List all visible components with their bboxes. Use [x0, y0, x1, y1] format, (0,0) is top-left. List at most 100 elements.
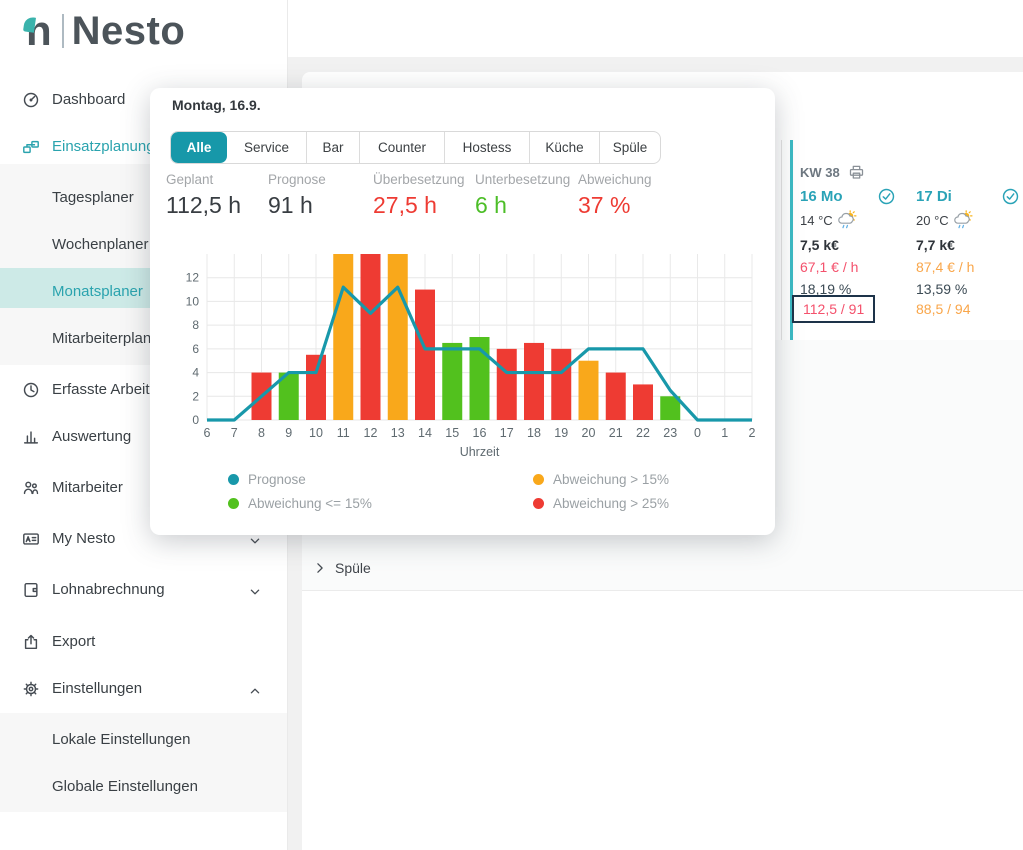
logo-text: Nesto [71, 9, 186, 53]
check-circle-icon[interactable] [878, 188, 895, 205]
people-icon [22, 479, 40, 497]
sidebar-item-auswertung[interactable]: Auswertung [0, 425, 287, 451]
svg-text:9: 9 [285, 426, 292, 440]
sidebar-item-label: Lokale Einstellungen [52, 731, 191, 748]
sidebar-item-export[interactable]: Export [0, 630, 287, 656]
day-detail-popup: Montag, 16.9. Alle Service Bar Counter Hoste… [150, 88, 775, 535]
stat-prognose: Prognose 91 h [268, 172, 326, 219]
sidebar-item-my-nesto[interactable]: My Nesto [0, 527, 287, 553]
tab-counter[interactable]: Counter [359, 132, 444, 163]
legend-dot [533, 498, 544, 509]
day-header[interactable]: 17 Di [916, 188, 952, 205]
legend-gt15: Abweichung > 15% [533, 472, 669, 487]
popup-title: Montag, 16.9. [172, 97, 261, 113]
svg-text:2: 2 [749, 426, 756, 440]
sidebar-item-label: Mitarbeiter [52, 479, 123, 496]
weather-icon [836, 210, 858, 230]
weather-icon [952, 210, 974, 230]
day-weather: 20 °C [916, 210, 974, 230]
chevron-down-icon [249, 534, 261, 546]
dashboard-icon [22, 91, 40, 109]
tab-kueche[interactable]: Küche [529, 132, 599, 163]
svg-text:18: 18 [527, 426, 541, 440]
sidebar-item-label: Globale Einstellungen [52, 778, 198, 795]
sidebar-item-label: Erfasste Arbeit [52, 381, 150, 398]
day-hours-selected[interactable]: 112,5 / 91 [792, 295, 876, 323]
stat-unterbesetzung: Unterbesetzung 6 h [475, 172, 570, 219]
svg-text:13: 13 [391, 426, 405, 440]
sidebar-item-label: Export [52, 633, 96, 650]
stat-label: Unterbesetzung [475, 172, 571, 187]
stat-geplant: Geplant 112,5 h [166, 172, 241, 219]
check-circle-icon[interactable] [1002, 188, 1019, 205]
tab-hostess[interactable]: Hostess [444, 132, 529, 163]
sidebar-item-monatsplaner[interactable]: Monatsplaner [0, 280, 287, 306]
svg-text:8: 8 [192, 318, 199, 332]
sidebar-item-wochenplaner[interactable]: Wochenplaner [0, 233, 287, 259]
sidebar-item-label: Dashboard [52, 91, 126, 108]
chevron-right-icon [313, 561, 327, 575]
svg-text:17: 17 [500, 426, 514, 440]
tab-alle[interactable]: Alle [171, 132, 227, 163]
sidebar-item-erfasste-arbeit[interactable]: Erfasste Arbeit [0, 378, 287, 404]
tab-bar[interactable]: Bar [306, 132, 359, 163]
svg-text:2: 2 [192, 389, 199, 403]
svg-text:19: 19 [554, 426, 568, 440]
svg-text:16: 16 [473, 426, 487, 440]
group-row-sple[interactable]: Spüle [302, 548, 1023, 591]
nesto-logo: n Nesto [23, 6, 186, 56]
sidebar-item-label: Mitarbeiterplan [52, 330, 152, 347]
sidebar-item-label: Einstellungen [52, 680, 143, 697]
hours-chart: 0 2 4 6 8 10 12 6 7 8 9 10 11 12 13 14 15 16 17 18 19 20 21 22 2… [172, 246, 772, 461]
document-icon [22, 581, 40, 599]
sidebar-item-label: Auswertung [52, 428, 132, 445]
tab-spuele[interactable]: Spüle [599, 132, 660, 163]
legend-dot [228, 498, 239, 509]
svg-text:21: 21 [609, 426, 623, 440]
stat-value: 27,5 h [373, 192, 437, 218]
legend-gt25: Abweichung > 25% [533, 496, 669, 511]
sidebar-item-dashboard[interactable]: Dashboard [0, 88, 287, 114]
export-icon [22, 633, 40, 651]
svg-text:8: 8 [258, 426, 265, 440]
svg-text:12: 12 [186, 271, 200, 285]
svg-text:Uhrzeit: Uhrzeit [460, 445, 500, 459]
sidebar-item-einsatzplanung[interactable]: Einsatzplanung [0, 135, 287, 161]
sidebar-item-tagesplaner[interactable]: Tagesplaner [0, 186, 287, 212]
svg-text:0: 0 [192, 413, 199, 427]
temperature-value: 20 °C [916, 212, 949, 228]
sidebar-item-label: Einsatzplanung [52, 138, 155, 155]
stat-value: 6 h [475, 192, 507, 218]
stat-abweichung: Abweichung 37 % [578, 172, 652, 219]
stat-label: Geplant [166, 172, 214, 187]
sidebar-item-mitarbeiterplan[interactable]: Mitarbeiterplan [0, 327, 287, 353]
svg-text:10: 10 [186, 294, 200, 308]
legend-dot [533, 474, 544, 485]
sidebar-item-mitarbeiter[interactable]: Mitarbeiter [0, 476, 287, 502]
tab-service[interactable]: Service [243, 140, 289, 155]
group-row-label: Spüle [335, 560, 371, 576]
stat-value: 112,5 h [166, 192, 242, 218]
sidebar-item-lokale-einstellungen[interactable]: Lokale Einstellungen [0, 728, 287, 754]
svg-text:20: 20 [582, 426, 596, 440]
legend-label: Abweichung > 25% [553, 496, 669, 511]
svg-text:0: 0 [694, 426, 701, 440]
print-icon[interactable] [848, 164, 865, 180]
sidebar-item-lohnabrechnung[interactable]: Lohnabrechnung [0, 578, 287, 604]
day-percent: 13,59 % [916, 281, 968, 297]
svg-text:6: 6 [192, 342, 199, 356]
legend-dot [228, 474, 239, 485]
department-tabs: Alle Service Bar Counter Hostess Küche Spüle [170, 131, 661, 164]
sidebar-item-label: My Nesto [52, 530, 116, 547]
sidebar-item-einstellungen[interactable]: Einstellungen [0, 677, 287, 703]
selected-day-accent-line [790, 140, 793, 343]
legend-label: Abweichung > 15% [553, 472, 669, 487]
day-header[interactable]: 16 Mo [800, 188, 843, 205]
day-hours[interactable]: 88,5 / 94 [916, 301, 971, 317]
stat-berbesetzung: Überbesetzung 27,5 h [373, 172, 465, 219]
sidebar-item-globale-einstellungen[interactable]: Globale Einstellungen [0, 775, 287, 801]
svg-text:4: 4 [192, 366, 199, 380]
logo-leaf-icon [23, 16, 36, 33]
planning-icon [22, 138, 40, 156]
stat-value: 37 % [578, 192, 631, 218]
